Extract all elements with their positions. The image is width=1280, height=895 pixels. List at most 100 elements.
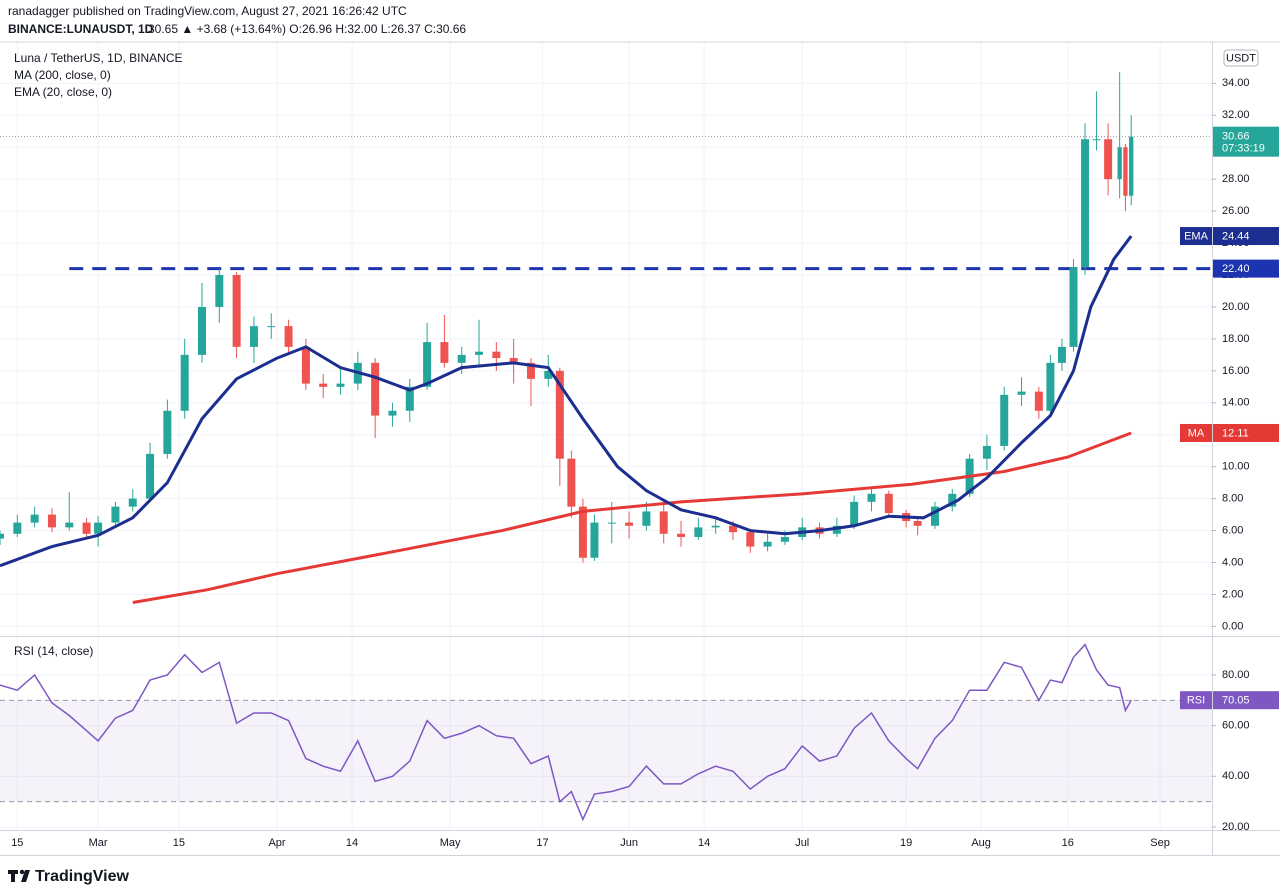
candle-body [163, 410, 172, 454]
candle-body [746, 532, 755, 547]
x-tick-label: 15 [173, 837, 185, 849]
candle-body [677, 533, 686, 537]
candle-body [1092, 139, 1101, 141]
candle-body [82, 522, 91, 534]
indicator-line [132, 431, 1132, 604]
candle-body [763, 541, 772, 547]
price-tag-value: 22.40 [1222, 263, 1250, 275]
candle-body [65, 522, 74, 528]
candle-body [475, 351, 484, 355]
legend-entry: MA (200, close, 0) [14, 68, 111, 82]
y-tick-label: 32.00 [1222, 109, 1250, 121]
rsi-title: RSI (14, close) [14, 644, 93, 658]
candle-body [659, 511, 668, 534]
candle-body [284, 326, 293, 347]
candle-body [555, 370, 564, 459]
candle-body [1057, 346, 1066, 363]
logo [8, 869, 30, 882]
candle-body [423, 342, 432, 387]
candle-body [0, 533, 4, 539]
x-tick-label: May [440, 837, 461, 849]
candle-body [930, 506, 939, 526]
candle-body [1034, 391, 1043, 411]
candle-body [47, 514, 56, 528]
y-tick-label: 8.00 [1222, 493, 1243, 505]
countdown: 07:33:19 [1222, 143, 1265, 155]
candle-body [232, 275, 241, 347]
candle-body [694, 527, 703, 537]
y-tick-label: 2.00 [1222, 588, 1243, 600]
x-tick-label: Apr [268, 837, 285, 849]
candle-body [1017, 391, 1026, 395]
candle-body [913, 520, 922, 526]
last-price-value: 30.66 [1222, 131, 1250, 143]
candle-body [30, 514, 39, 523]
candle-body [371, 362, 380, 416]
candle-body [319, 383, 328, 387]
candle-body [948, 493, 957, 507]
candle-body [457, 354, 466, 363]
candle-body [625, 522, 634, 526]
candle-body [111, 506, 120, 523]
candle-body [982, 445, 991, 459]
brand: TradingView [35, 868, 130, 885]
candle-body [440, 342, 449, 363]
candle-body [336, 383, 345, 387]
candle-body [267, 326, 276, 328]
candle-body [607, 522, 616, 524]
candle-body [388, 410, 397, 416]
y-tick-label: 20.00 [1222, 301, 1250, 313]
indicator-line [0, 235, 1133, 568]
candle-body [1117, 147, 1122, 180]
candle-body [780, 536, 789, 542]
candle-body [13, 522, 22, 534]
x-tick-label: 15 [11, 837, 23, 849]
candle-body [492, 351, 501, 359]
y-tick-label: 14.00 [1222, 397, 1250, 409]
x-tick-label: Jun [620, 837, 638, 849]
x-tick-label: 16 [1062, 837, 1074, 849]
x-tick-label: 17 [536, 837, 548, 849]
marks [0, 72, 1212, 822]
x-tick-label: 19 [900, 837, 912, 849]
candle-body [544, 370, 553, 379]
price-tag-value: 70.05 [1222, 695, 1250, 707]
candle-body [1123, 147, 1128, 196]
candle-body [1046, 362, 1055, 411]
candle-body [180, 354, 189, 411]
candle-body [1081, 139, 1090, 268]
unit-label: USDT [1226, 52, 1256, 64]
published-line: ranadagger published on TradingView.com,… [8, 4, 407, 18]
candle-body [590, 522, 599, 558]
candle-body [1069, 267, 1078, 347]
candle-body [146, 453, 155, 499]
y-tick-label: 6.00 [1222, 524, 1243, 536]
price-tag [1213, 691, 1279, 710]
candle-body [1129, 136, 1134, 196]
tag-name-box [1180, 691, 1212, 710]
candle-body [567, 458, 576, 507]
tag-name-box [1180, 423, 1212, 442]
tag-name-box [1180, 227, 1212, 246]
price-tag [1213, 423, 1279, 442]
tag-name: EMA [1184, 230, 1209, 242]
x-tick-label: 14 [698, 837, 710, 849]
candle-body [884, 493, 893, 514]
x-tick-label: Aug [971, 837, 991, 849]
y-tick-label: 4.00 [1222, 556, 1243, 568]
candle-body [728, 525, 737, 533]
y-tick-label: 26.00 [1222, 205, 1250, 217]
grid [0, 42, 1212, 830]
candle-body [850, 501, 859, 526]
candle-body [711, 525, 720, 528]
quote: 30.65 ▲ +3.68 (+13.64%) O:26.96 H:32.00 … [148, 22, 466, 36]
candle-body [301, 346, 310, 384]
y-tick-label: 16.00 [1222, 365, 1250, 377]
price-tag-value: 12.11 [1222, 427, 1249, 439]
candle-body [1104, 139, 1113, 180]
x-tick-label: 14 [346, 837, 358, 849]
y-tick-label: 40.00 [1222, 770, 1250, 782]
